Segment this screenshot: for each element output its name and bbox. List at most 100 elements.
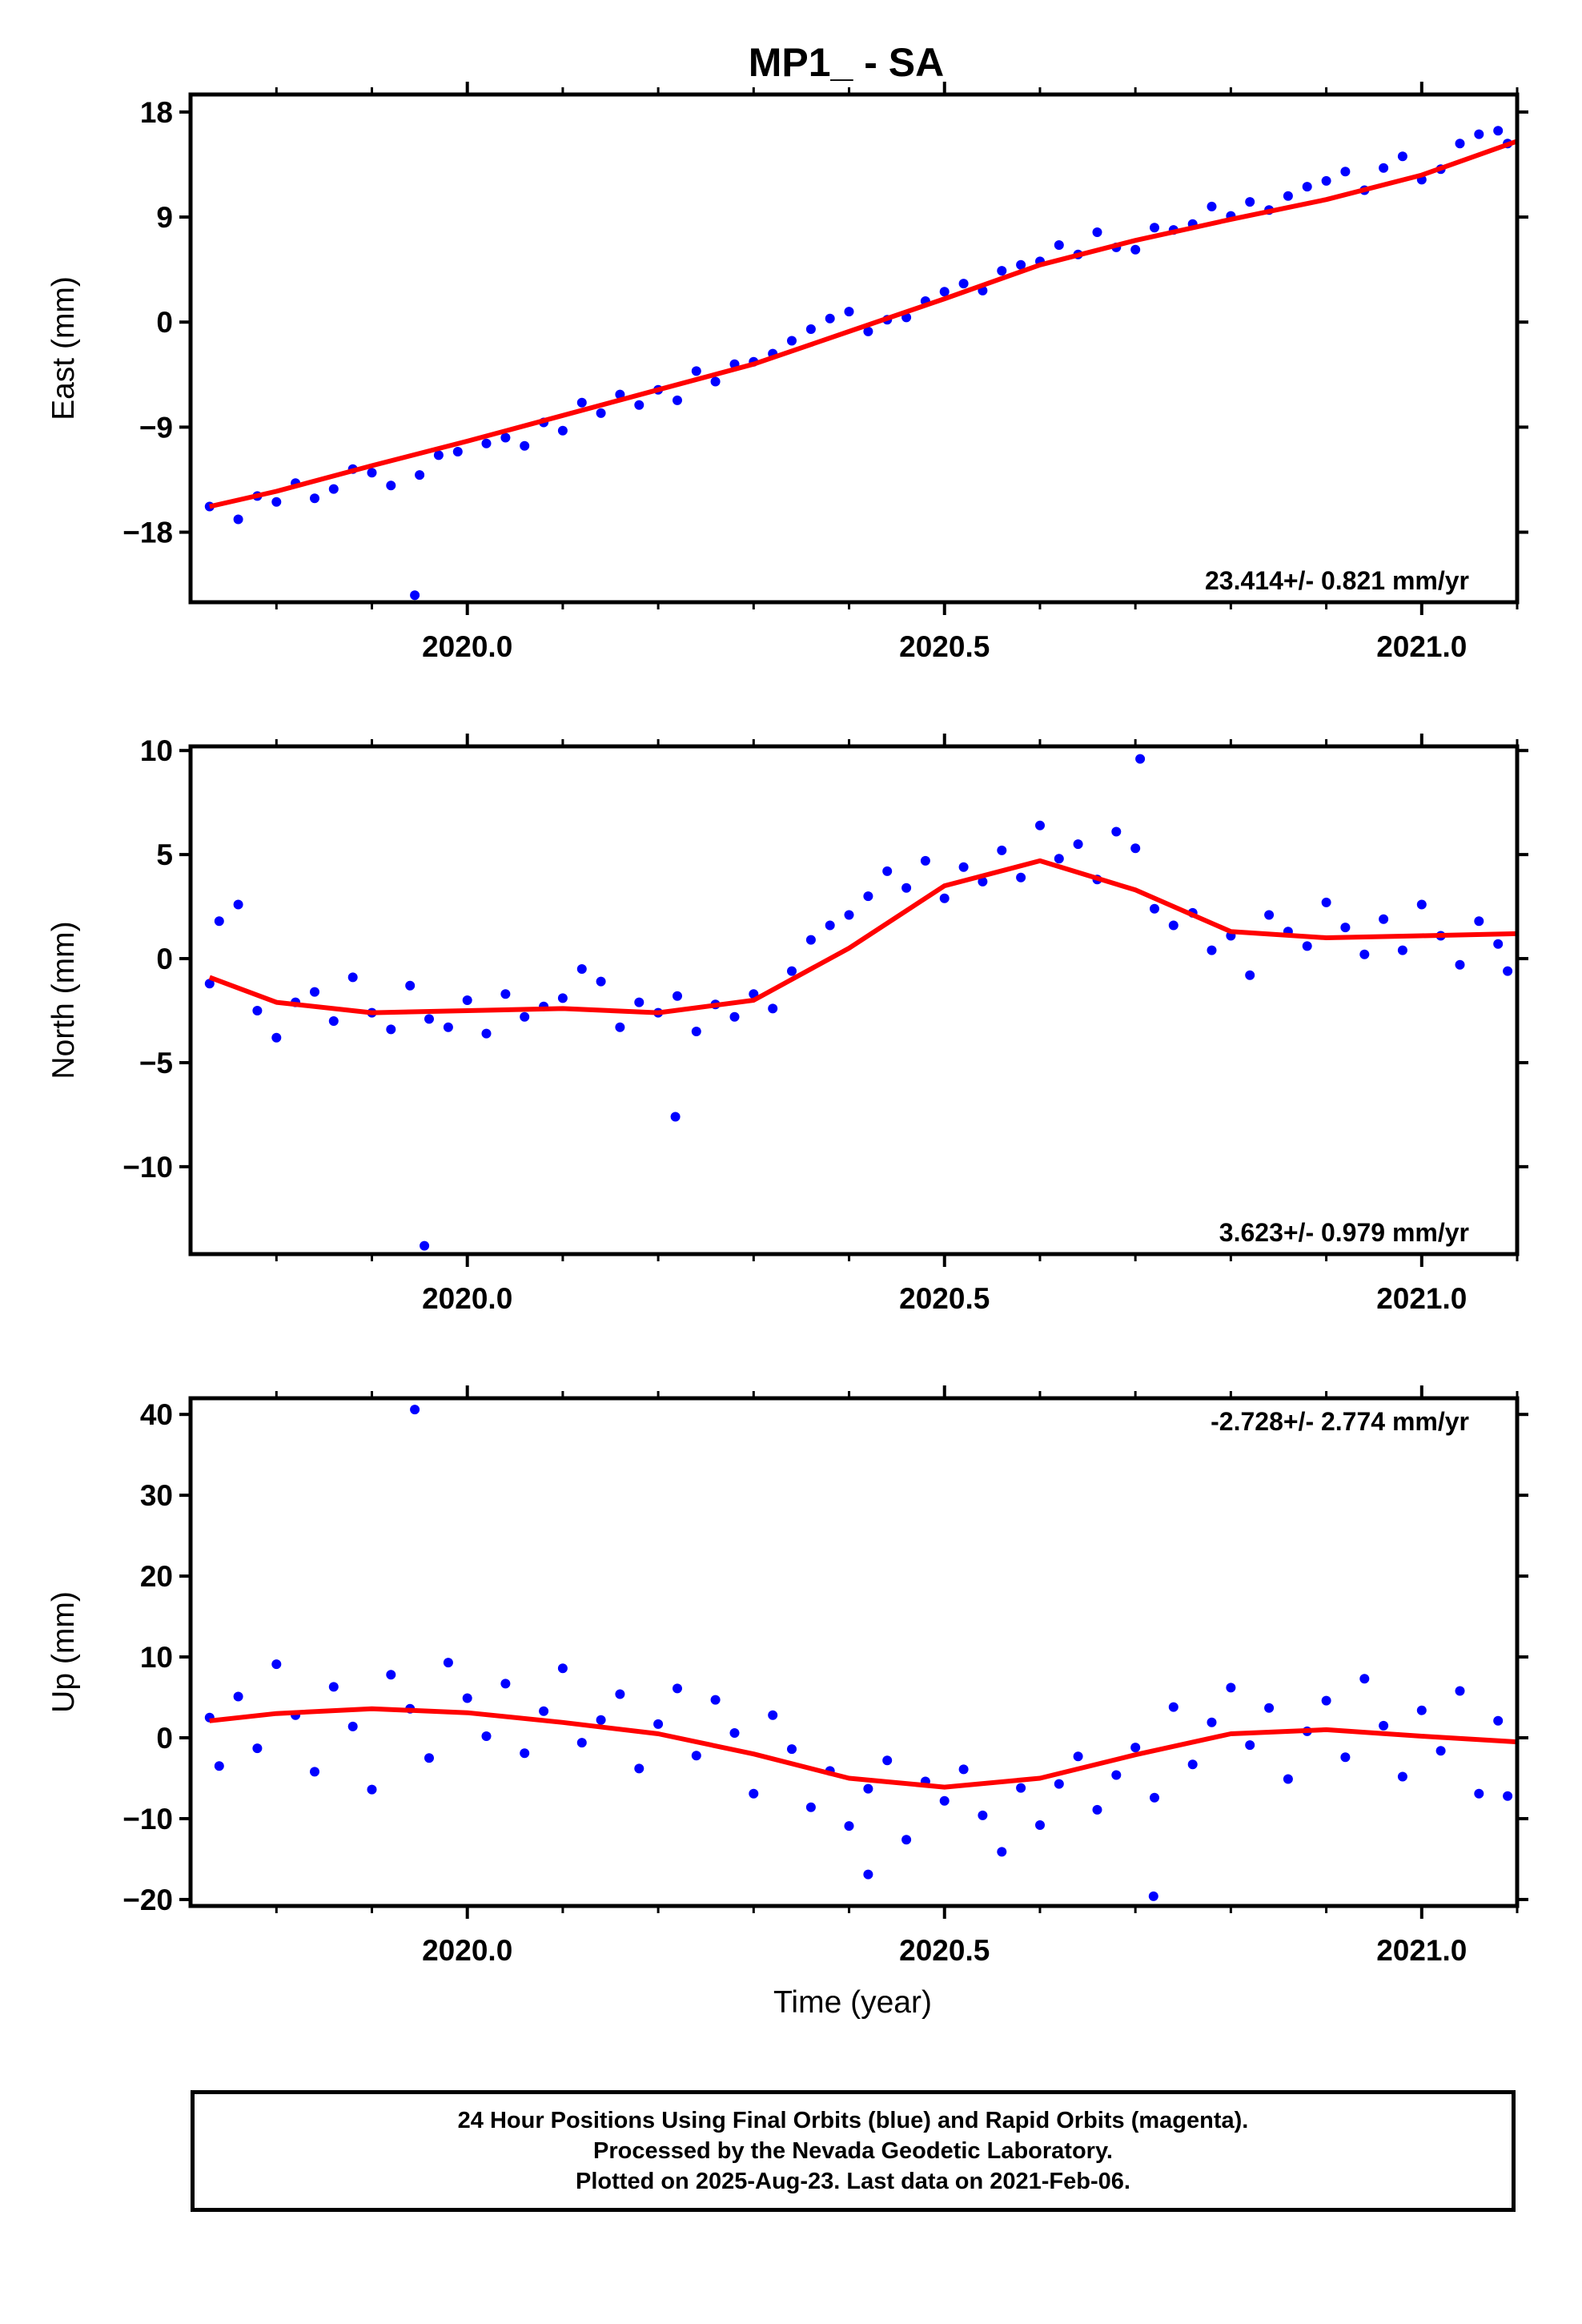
up-point <box>1397 1771 1407 1782</box>
east-points <box>204 126 1513 601</box>
east-point <box>415 470 425 480</box>
north-point <box>805 935 816 945</box>
north-point <box>405 980 416 991</box>
up-point <box>882 1755 893 1766</box>
up-y-tick-label: 10 <box>140 1641 173 1674</box>
up-point <box>1379 1720 1389 1731</box>
north-rate-label: 3.623+/- 0.979 mm/yr <box>1219 1218 1469 1247</box>
east-point <box>1054 240 1064 250</box>
up-point <box>233 1691 243 1702</box>
north-point <box>443 1022 453 1032</box>
north-y-tick-label: 5 <box>156 838 173 871</box>
north-point <box>863 891 873 902</box>
east-x-tick-label: 2020.5 <box>899 630 990 663</box>
up-point <box>557 1663 568 1674</box>
east-point <box>1474 129 1484 139</box>
north-point <box>1016 872 1026 883</box>
up-point <box>634 1763 644 1774</box>
up-point <box>310 1767 319 1777</box>
up-point <box>710 1695 721 1705</box>
up-y-label: Up (mm) <box>46 1591 81 1713</box>
up-point <box>500 1679 511 1689</box>
north-point <box>920 855 930 866</box>
east-point <box>1397 151 1407 162</box>
north-point <box>1340 923 1351 933</box>
north-point <box>1054 854 1064 864</box>
north-y-tick-label: −10 <box>122 1151 173 1184</box>
up-point <box>997 1847 1007 1857</box>
north-point <box>1397 945 1407 955</box>
north-point <box>557 993 568 1003</box>
up-y-tick-label: −10 <box>122 1803 173 1835</box>
north-point <box>328 1016 339 1026</box>
east-point <box>1379 163 1389 173</box>
up-y-ticks: 40 30 20 10 0 −10 −20 <box>122 1398 1528 1916</box>
up-point <box>1283 1774 1293 1784</box>
north-point <box>1474 916 1484 927</box>
up-point <box>596 1715 606 1725</box>
east-point <box>805 324 816 334</box>
up-y-tick-label: 40 <box>140 1398 173 1431</box>
up-point <box>749 1788 759 1799</box>
east-point <box>615 389 625 400</box>
up-point <box>1264 1703 1275 1713</box>
east-y-tick-label: 18 <box>140 96 173 129</box>
north-point <box>576 964 587 974</box>
east-point <box>1016 259 1026 270</box>
east-y-label: East (mm) <box>46 276 81 420</box>
up-fit-line <box>209 1706 1518 1790</box>
east-point <box>557 425 568 436</box>
up-point <box>1503 1791 1513 1801</box>
up-x-ticks: 2020.0 2020.5 2021.0 <box>275 1385 1519 1967</box>
north-point <box>1130 843 1141 854</box>
up-point <box>805 1802 816 1812</box>
east-point <box>328 484 339 494</box>
up-point <box>481 1731 492 1741</box>
north-point <box>1302 941 1312 951</box>
north-point <box>214 916 224 927</box>
east-frame <box>188 92 1520 605</box>
north-point <box>1503 966 1513 976</box>
east-point <box>1150 223 1159 233</box>
north-point <box>462 995 472 1005</box>
east-point <box>1302 182 1312 192</box>
north-point <box>615 1022 625 1032</box>
north-point <box>1416 899 1427 910</box>
north-point <box>787 966 797 976</box>
up-point <box>424 1753 434 1763</box>
up-point <box>1340 1752 1351 1763</box>
north-x-tick-label: 2020.0 <box>422 1282 512 1315</box>
north-points <box>204 754 1513 1251</box>
east-point <box>1130 244 1141 255</box>
up-point <box>691 1751 701 1761</box>
east-y-tick-label: 0 <box>156 306 173 339</box>
east-y-tick-label: −18 <box>122 517 173 549</box>
up-y-tick-label: 30 <box>140 1479 173 1512</box>
north-y-tick-label: 10 <box>140 734 173 767</box>
north-point <box>1111 826 1122 837</box>
up-point <box>520 1748 530 1759</box>
north-point <box>424 1014 434 1024</box>
up-point <box>1168 1702 1178 1712</box>
north-point <box>596 976 606 987</box>
up-rate-label: -2.728+/- 2.774 mm/yr <box>1211 1407 1469 1436</box>
north-point <box>673 991 682 1001</box>
north-point <box>634 997 644 1007</box>
east-point <box>500 432 511 443</box>
up-point <box>1073 1751 1083 1762</box>
east-point <box>452 447 463 456</box>
up-point <box>1207 1717 1217 1727</box>
up-point <box>1054 1779 1064 1789</box>
east-y-tick-label: 9 <box>156 201 173 234</box>
east-point <box>1493 126 1504 136</box>
east-point <box>844 307 854 317</box>
north-point <box>520 1011 530 1022</box>
east-point <box>410 590 420 601</box>
up-point <box>673 1683 682 1694</box>
panel-up: 40 30 20 10 0 −10 −20 2020.0 2020.5 2021.0 Up (m… <box>46 1385 1528 1967</box>
east-point <box>958 279 969 289</box>
north-y-ticks: 10 5 0 −5 −10 <box>122 734 1528 1184</box>
up-point <box>844 1821 854 1831</box>
east-point <box>673 395 682 405</box>
